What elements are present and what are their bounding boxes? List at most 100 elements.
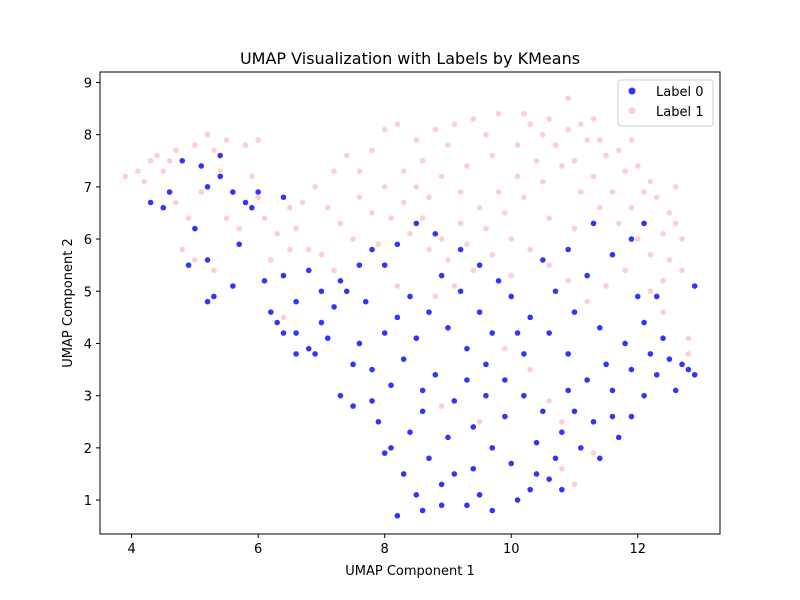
scatter-point-label-1 (268, 257, 274, 263)
scatter-point-label-0 (666, 356, 673, 362)
scatter-point-label-0 (464, 502, 470, 509)
scatter-point-label-0 (318, 288, 325, 295)
scatter-point-label-0 (552, 288, 559, 295)
scatter-point-label-0 (552, 455, 559, 462)
scatter-point-label-0 (230, 283, 236, 289)
scatter-point-label-0 (457, 246, 464, 253)
scatter-point-label-0 (407, 293, 413, 300)
scatter-point-label-0 (559, 486, 565, 493)
scatter-point-label-1 (286, 204, 293, 211)
scatter-point-label-0 (609, 387, 616, 394)
scatter-point-label-0 (388, 445, 394, 451)
scatter-point-label-0 (540, 408, 546, 415)
scatter-point-label-1 (546, 262, 552, 268)
scatter-point-label-1 (552, 142, 559, 148)
scatter-point-label-0 (476, 309, 483, 315)
scatter-point-label-0 (533, 439, 540, 446)
scatter-point-label-0 (641, 220, 647, 227)
scatter-point-label-1 (286, 246, 293, 253)
scatter-point-label-0 (147, 199, 154, 206)
scatter-point-label-0 (204, 257, 211, 263)
scatter-point-label-0 (261, 278, 268, 284)
scatter-point-label-1 (217, 168, 224, 174)
scatter-point-label-1 (672, 184, 679, 190)
scatter-point-label-1 (407, 231, 413, 237)
scatter-point-label-1 (419, 157, 426, 164)
y-tick-label: 3 (84, 390, 92, 405)
scatter-point-label-1 (223, 137, 230, 143)
scatter-point-label-0 (489, 507, 496, 514)
scatter-point-label-1 (261, 215, 268, 221)
scatter-point-label-0 (451, 398, 458, 404)
x-tick-label: 12 (629, 542, 646, 557)
scatter-point-label-0 (419, 408, 426, 415)
scatter-point-label-1 (331, 168, 337, 174)
scatter-point-label-1 (166, 157, 173, 164)
scatter-point-label-0 (160, 204, 167, 211)
scatter-point-label-0 (565, 351, 571, 357)
scatter-point-label-1 (154, 152, 160, 159)
scatter-point-label-1 (578, 121, 584, 128)
scatter-point-label-0 (533, 471, 540, 477)
scatter-point-label-0 (571, 309, 578, 315)
plot-area-frame (99, 71, 721, 535)
scatter-point-label-1 (381, 184, 388, 190)
scatter-point-label-1 (615, 220, 622, 227)
scatter-point-label-1 (679, 236, 685, 242)
scatter-point-label-0 (438, 272, 445, 279)
scatter-point-label-0 (305, 345, 312, 352)
scatter-point-label-1 (559, 163, 565, 169)
scatter-point-label-0 (249, 204, 255, 211)
scatter-point-label-1 (603, 152, 609, 159)
scatter-point-label-1 (495, 110, 502, 117)
x-tick-label: 6 (254, 542, 262, 557)
scatter-point-label-1 (337, 220, 344, 227)
scatter-point-label-0 (293, 330, 299, 336)
scatter-point-label-1 (318, 251, 325, 258)
scatter-point-label-1 (445, 257, 451, 263)
scatter-point-label-1 (653, 194, 660, 201)
x-tick-label: 4 (127, 542, 135, 557)
y-tick-label: 6 (84, 233, 92, 248)
scatter-point-label-1 (660, 231, 666, 237)
scatter-point-label-0 (445, 324, 451, 331)
scatter-point-label-1 (565, 126, 571, 133)
scatter-point-label-1 (565, 278, 571, 284)
scatter-point-label-0 (603, 361, 609, 368)
scatter-point-label-1 (173, 199, 179, 206)
scatter-point-label-1 (356, 194, 363, 201)
scatter-point-label-0 (590, 220, 597, 227)
scatter-point-label-1 (185, 215, 192, 221)
scatter-point-label-1 (457, 220, 464, 227)
scatter-point-label-1 (464, 163, 470, 169)
scatter-point-label-1 (160, 168, 167, 174)
scatter-point-label-0 (192, 225, 198, 232)
scatter-point-label-1 (622, 168, 628, 174)
scatter-point-label-1 (451, 283, 458, 289)
x-tick-label: 8 (381, 542, 389, 557)
scatter-point-label-1 (369, 147, 375, 154)
scatter-point-label-1 (514, 173, 521, 180)
scatter-point-label-1 (483, 131, 489, 138)
scatter-point-label-1 (571, 157, 578, 164)
scatter-point-label-1 (521, 194, 527, 201)
scatter-point-label-0 (464, 377, 470, 383)
scatter-point-label-1 (521, 110, 527, 117)
scatter-point-label-1 (375, 241, 382, 248)
scatter-point-label-0 (596, 324, 603, 331)
scatter-point-label-0 (343, 288, 350, 295)
scatter-point-label-1 (211, 147, 217, 154)
scatter-point-label-1 (135, 168, 141, 174)
scatter-point-label-0 (634, 293, 641, 300)
scatter-point-label-1 (356, 168, 363, 174)
scatter-point-label-1 (249, 173, 255, 180)
legend-marker-label-1 (628, 107, 636, 115)
scatter-point-label-0 (407, 429, 413, 436)
scatter-point-label-0 (236, 241, 242, 248)
scatter-point-label-0 (318, 319, 325, 326)
scatter-point-label-0 (413, 335, 420, 342)
scatter-point-label-1 (211, 267, 217, 274)
scatter-point-label-0 (489, 445, 496, 451)
scatter-point-label-0 (337, 278, 344, 284)
scatter-point-label-1 (400, 168, 407, 174)
